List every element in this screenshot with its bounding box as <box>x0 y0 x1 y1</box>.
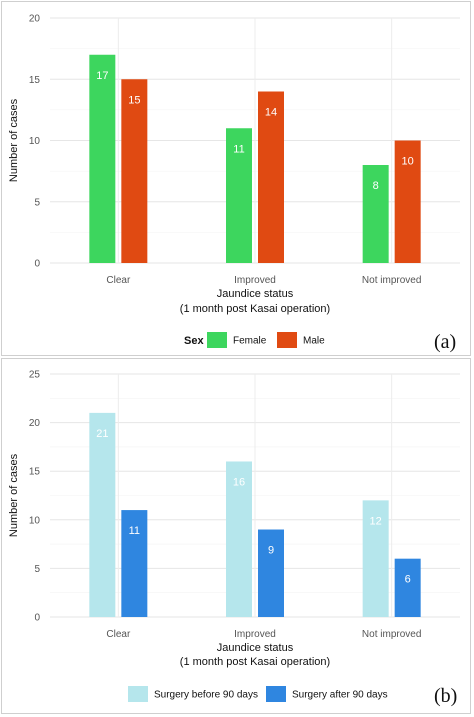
bar-value-label: 11 <box>129 525 140 537</box>
y-tick-label: 15 <box>29 467 41 478</box>
bar-surgery-after-90-days-clear <box>121 510 148 617</box>
x-tick-label: Not improved <box>362 629 421 640</box>
bar-value-label: 10 <box>402 156 414 168</box>
y-tick-label: 20 <box>29 418 41 429</box>
x-tick-label: Clear <box>106 275 131 286</box>
y-tick-label: 20 <box>29 14 41 25</box>
y-tick-label: 25 <box>29 370 41 381</box>
bar-female-not-improved <box>362 165 389 263</box>
legend-swatch <box>277 332 297 348</box>
x-tick-label: Improved <box>234 629 276 640</box>
bar-value-label: 14 <box>265 107 277 119</box>
x-axis-subtitle: (1 month post Kasai operation) <box>180 656 330 668</box>
legend-label: Surgery after 90 days <box>292 690 388 701</box>
bar-surgery-before-90-days-not-improved <box>362 500 389 617</box>
bar-value-label: 12 <box>370 515 382 527</box>
chart-a-svg: 0 5 10 15 20 Number of cases 17 11 8 15 14 10 Clear I… <box>8 14 460 353</box>
bar-female-clear <box>89 54 116 263</box>
y-tick-label: 0 <box>34 613 40 624</box>
bar-value-label: 11 <box>233 143 244 155</box>
bar-value-label: 8 <box>373 180 379 192</box>
x-axis-subtitle: (1 month post Kasai operation) <box>180 303 330 315</box>
bar-male-not-improved <box>394 140 421 263</box>
legend-swatch <box>128 686 148 702</box>
y-tick-label: 5 <box>34 197 40 208</box>
y-axis-title: Number of cases <box>8 98 20 182</box>
y-axis-title: Number of cases <box>8 453 20 537</box>
y-tick-label: 10 <box>29 515 41 526</box>
bar-surgery-after-90-days-not-improved <box>394 558 421 617</box>
bar-value-label: 21 <box>96 428 108 440</box>
bar-value-label: 6 <box>405 574 411 586</box>
x-axis-title: Jaundice status <box>217 288 294 300</box>
legend-label: Male <box>303 336 325 347</box>
bar-female-improved <box>226 128 252 263</box>
legend-title: Sex <box>184 335 204 347</box>
panel-label: (a) <box>434 331 456 353</box>
legend-label: Surgery before 90 days <box>154 690 258 701</box>
panel-label: (b) <box>434 685 457 707</box>
bar-value-label: 16 <box>233 476 245 488</box>
bar-male-clear <box>121 79 148 263</box>
x-tick-label: Not improved <box>362 275 421 286</box>
bar-surgery-before-90-days-improved <box>226 461 252 617</box>
bar-value-label: 9 <box>268 545 274 557</box>
chart-panel-b: 0 5 10 15 20 25 Number of cases 21 16 12 11 9 6 Clear… <box>1 358 471 714</box>
y-tick-label: 15 <box>29 75 41 86</box>
bar-male-improved <box>258 91 284 263</box>
bar-value-label: 17 <box>96 70 108 82</box>
y-tick-label: 0 <box>34 259 40 270</box>
y-tick-label: 5 <box>34 564 40 575</box>
bar-surgery-after-90-days-improved <box>258 529 284 617</box>
legend-label: Female <box>233 336 267 347</box>
bar-value-label: 15 <box>128 94 140 106</box>
chart-b-svg: 0 5 10 15 20 25 Number of cases 21 16 12 11 9 6 Clear… <box>8 370 460 707</box>
bar-surgery-before-90-days-clear <box>89 412 116 617</box>
legend-swatch <box>266 686 286 702</box>
legend-swatch <box>207 332 227 348</box>
y-tick-label: 10 <box>29 136 41 147</box>
x-axis-title: Jaundice status <box>217 642 294 654</box>
x-tick-label: Improved <box>234 275 276 286</box>
chart-panel-a: 0 5 10 15 20 Number of cases 17 11 8 15 14 10 Clear I… <box>1 1 471 356</box>
x-tick-label: Clear <box>106 629 131 640</box>
